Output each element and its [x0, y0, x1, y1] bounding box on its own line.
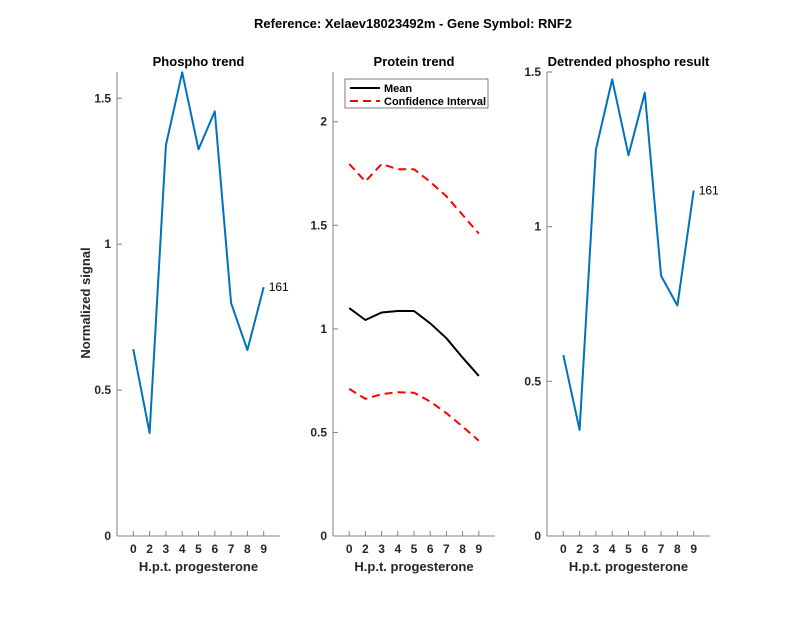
series-line-161 — [562, 78, 695, 431]
y-tick-label: 1 — [104, 237, 111, 251]
series-annotation: 161 — [699, 183, 719, 197]
x-tick-label: 5 — [411, 542, 418, 556]
x-tick-label: 0 — [560, 542, 567, 556]
x-tick-label: 9 — [475, 542, 482, 556]
figure-title: Reference: Xelaev18023492m - Gene Symbol… — [254, 16, 572, 31]
panel-title: Detrended phospho result — [548, 54, 710, 69]
y-axis-label: Normalized signal — [78, 247, 93, 358]
y-tick-label: 0 — [320, 529, 327, 543]
x-tick-label: 8 — [674, 542, 681, 556]
x-tick-label: 0 — [346, 542, 353, 556]
x-tick-label: 4 — [394, 542, 401, 556]
legend-label: Confidence Interval — [384, 96, 486, 108]
panel-title: Phospho trend — [153, 54, 245, 69]
x-tick-label: 9 — [690, 542, 697, 556]
x-tick-label: 2 — [576, 542, 583, 556]
y-tick-label: 1.5 — [310, 218, 327, 232]
y-tick-label: 0 — [534, 529, 541, 543]
x-tick-label: 5 — [195, 542, 202, 556]
panel-title: Protein trend — [374, 54, 455, 69]
x-tick-label: 3 — [593, 542, 600, 556]
x-tick-label: 4 — [179, 542, 186, 556]
x-tick-label: 7 — [658, 542, 665, 556]
x-tick-label: 0 — [130, 542, 137, 556]
series-line-confidence-interval — [348, 163, 480, 235]
y-tick-label: 0 — [104, 529, 111, 543]
y-tick-label: 1.5 — [94, 91, 111, 105]
x-tick-label: 9 — [260, 542, 267, 556]
x-tick-label: 3 — [163, 542, 170, 556]
series-line-161 — [132, 71, 265, 434]
y-tick-label: 1 — [534, 220, 541, 234]
x-axis-label: H.p.t. progesterone — [569, 559, 688, 574]
y-tick-label: 0.5 — [310, 425, 327, 439]
x-tick-label: 3 — [378, 542, 385, 556]
y-tick-label: 0.5 — [94, 383, 111, 397]
x-tick-label: 8 — [459, 542, 466, 556]
y-tick-label: 2 — [320, 115, 327, 129]
y-tick-label: 1.5 — [524, 65, 541, 79]
x-tick-label: 6 — [427, 542, 434, 556]
x-tick-label: 4 — [609, 542, 616, 556]
x-axis-label: H.p.t. progesterone — [139, 559, 258, 574]
legend-label: Mean — [384, 83, 412, 95]
series-line-confidence-interval-lower- — [348, 388, 480, 442]
series-line-mean — [348, 307, 480, 377]
x-tick-label: 6 — [641, 542, 648, 556]
x-tick-label: 2 — [362, 542, 369, 556]
x-tick-label: 7 — [228, 542, 235, 556]
x-tick-label: 6 — [211, 542, 218, 556]
x-tick-label: 8 — [244, 542, 251, 556]
x-axis-label: H.p.t. progesterone — [354, 559, 473, 574]
x-tick-label: 5 — [625, 542, 632, 556]
legend-box — [344, 78, 489, 109]
x-tick-label: 2 — [146, 542, 153, 556]
y-tick-label: 0.5 — [524, 374, 541, 388]
series-annotation: 161 — [269, 280, 289, 294]
x-tick-label: 7 — [443, 542, 450, 556]
y-tick-label: 1 — [320, 322, 327, 336]
